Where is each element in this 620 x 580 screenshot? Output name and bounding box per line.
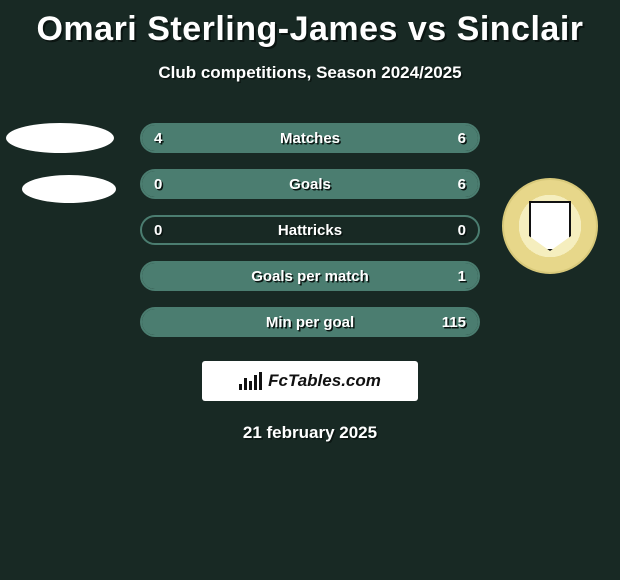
stat-label: Min per goal — [142, 314, 478, 331]
stat-row: Goals per match1 — [140, 261, 480, 291]
bar-chart-icon — [239, 372, 262, 390]
stat-row: 4Matches6 — [140, 123, 480, 153]
stat-value-right: 6 — [458, 176, 466, 193]
stat-label: Goals per match — [142, 268, 478, 285]
brand-text: FcTables.com — [268, 371, 381, 391]
stat-value-right: 0 — [458, 222, 466, 239]
player1-club-placeholder — [22, 175, 116, 203]
player2-club-badge — [502, 178, 598, 274]
stat-value-right: 115 — [442, 314, 466, 331]
stats-list: 4Matches60Goals60Hattricks0Goals per mat… — [140, 123, 480, 337]
stat-label: Hattricks — [142, 222, 478, 239]
stat-value-right: 1 — [458, 268, 466, 285]
stat-row: Min per goal115 — [140, 307, 480, 337]
stat-label: Matches — [142, 130, 478, 147]
player1-avatar-placeholder — [6, 123, 114, 153]
shield-icon — [529, 201, 571, 251]
stat-row: 0Hattricks0 — [140, 215, 480, 245]
page-subtitle: Club competitions, Season 2024/2025 — [0, 63, 620, 83]
date-text: 21 february 2025 — [0, 423, 620, 443]
stat-label: Goals — [142, 176, 478, 193]
stat-row: 0Goals6 — [140, 169, 480, 199]
page-title: Omari Sterling-James vs Sinclair — [0, 0, 620, 49]
stat-value-right: 6 — [458, 130, 466, 147]
brand-box[interactable]: FcTables.com — [202, 361, 418, 401]
